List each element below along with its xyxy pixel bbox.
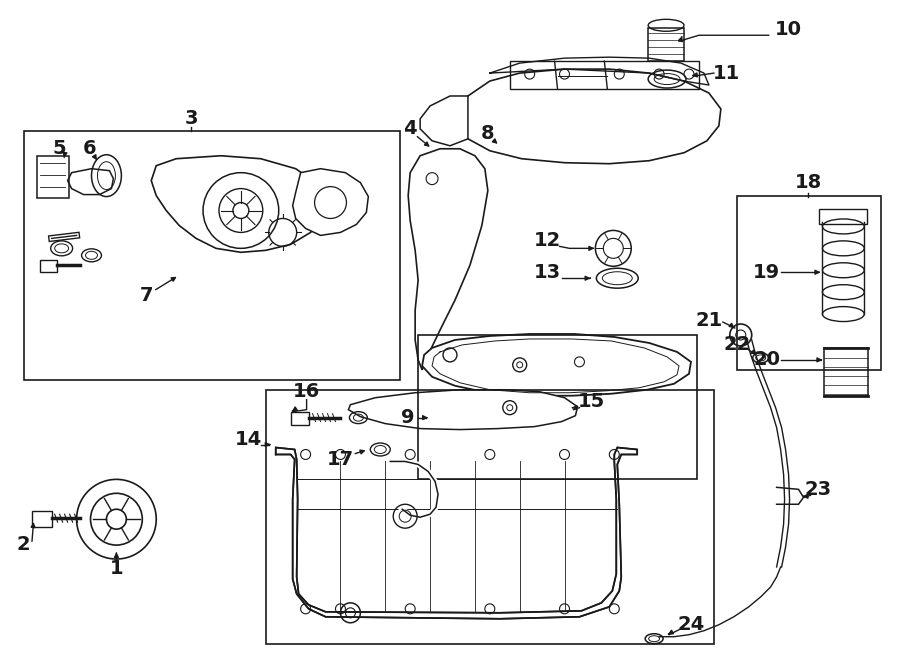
Bar bbox=[509, 61, 699, 89]
Text: 4: 4 bbox=[403, 120, 417, 138]
Text: 15: 15 bbox=[578, 392, 605, 411]
Text: 24: 24 bbox=[678, 615, 705, 635]
Text: 6: 6 bbox=[83, 139, 96, 158]
Bar bbox=[266, 390, 714, 644]
Bar bbox=[23, 131, 400, 380]
Text: 8: 8 bbox=[481, 124, 495, 143]
Text: 11: 11 bbox=[713, 63, 741, 83]
Text: 16: 16 bbox=[293, 382, 320, 401]
Polygon shape bbox=[422, 334, 691, 396]
Polygon shape bbox=[409, 149, 488, 370]
Text: 13: 13 bbox=[534, 262, 562, 282]
Text: 10: 10 bbox=[775, 20, 802, 39]
Text: 9: 9 bbox=[401, 408, 415, 427]
Polygon shape bbox=[32, 511, 51, 527]
Polygon shape bbox=[151, 156, 326, 253]
Polygon shape bbox=[648, 28, 684, 61]
Text: 14: 14 bbox=[235, 430, 263, 449]
Text: 5: 5 bbox=[53, 139, 67, 158]
Text: 19: 19 bbox=[753, 262, 780, 282]
Polygon shape bbox=[275, 447, 637, 619]
Text: 22: 22 bbox=[724, 335, 751, 354]
Polygon shape bbox=[348, 390, 578, 430]
Text: 23: 23 bbox=[805, 480, 832, 499]
Text: 17: 17 bbox=[327, 450, 354, 469]
Polygon shape bbox=[292, 169, 368, 235]
Polygon shape bbox=[458, 69, 721, 164]
Text: 3: 3 bbox=[184, 109, 198, 128]
Text: 7: 7 bbox=[140, 286, 153, 305]
Bar bbox=[737, 196, 881, 370]
Text: 20: 20 bbox=[753, 350, 780, 369]
Text: 21: 21 bbox=[696, 311, 723, 330]
Bar bbox=[418, 335, 697, 479]
Polygon shape bbox=[40, 260, 57, 272]
Bar bbox=[37, 156, 68, 198]
Bar bbox=[819, 208, 868, 225]
Text: 2: 2 bbox=[17, 535, 31, 554]
Text: 18: 18 bbox=[795, 173, 822, 192]
Text: 12: 12 bbox=[534, 231, 562, 250]
Bar bbox=[824, 348, 868, 396]
Polygon shape bbox=[291, 412, 309, 424]
Polygon shape bbox=[68, 169, 113, 194]
Polygon shape bbox=[420, 96, 468, 146]
Text: 1: 1 bbox=[110, 559, 123, 578]
